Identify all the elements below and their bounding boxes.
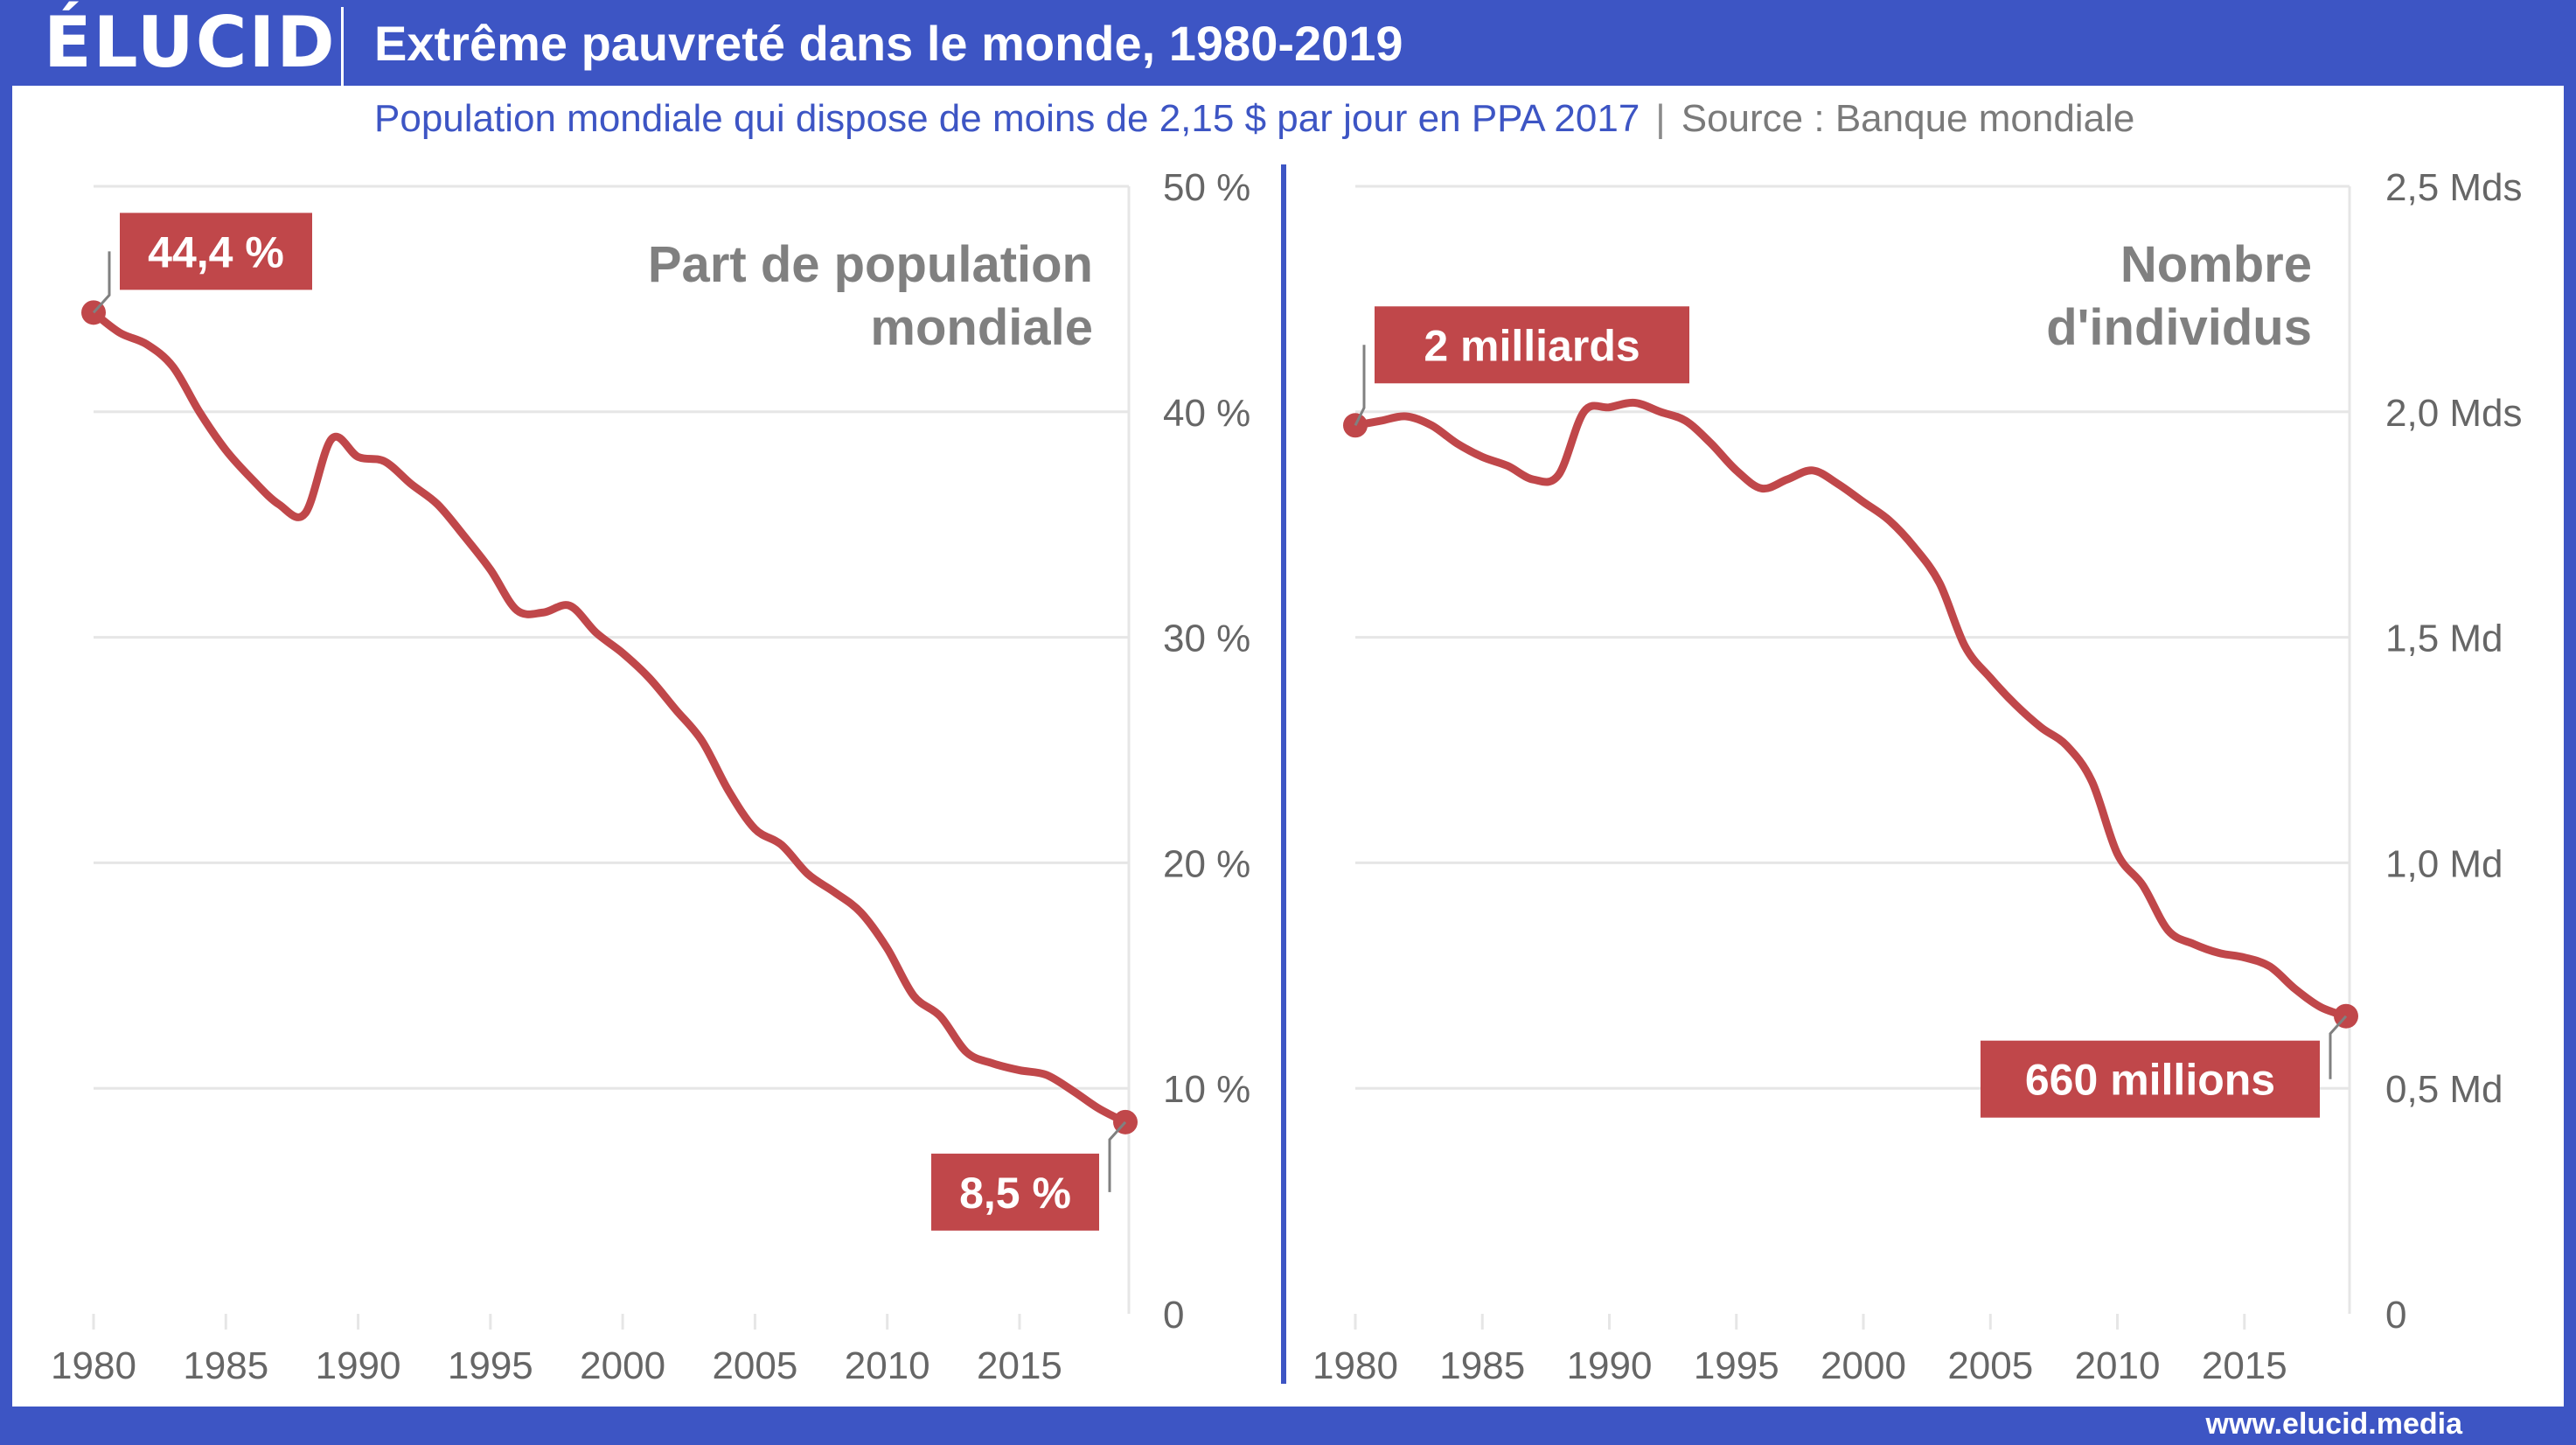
end-callout-box <box>1981 1040 2320 1118</box>
start-callout-leader <box>92 251 111 314</box>
end-callout-leader <box>1108 1120 1127 1192</box>
x-tick-label: 1990 <box>1567 1344 1653 1387</box>
end-callout-box <box>931 1153 1099 1231</box>
subtitle-separator: | <box>1655 97 1666 140</box>
panel-title-line: d'individus <box>2046 299 2312 356</box>
end-callout-leader <box>2329 1015 2348 1079</box>
start-callout-label: 44,4 % <box>148 227 284 276</box>
elucid-logo: ÉLUCID <box>44 2 337 83</box>
y-tick-label: 20 % <box>1163 842 1250 885</box>
footer-bar <box>0 1407 2576 1445</box>
start-callout-label: 2 milliards <box>1424 321 1640 370</box>
x-tick-label: 2005 <box>712 1344 797 1387</box>
header-bar <box>0 0 2576 86</box>
y-tick-label: 0 <box>1163 1294 1184 1337</box>
left-border <box>0 86 12 1407</box>
header-divider <box>341 7 344 86</box>
subtitle-description: Population mondiale qui dispose de moins… <box>374 97 1640 140</box>
x-tick-label: 1985 <box>1439 1344 1525 1387</box>
x-tick-label: 2010 <box>2075 1344 2161 1387</box>
end-callout-label: 660 millions <box>2025 1056 2275 1105</box>
y-tick-label: 1,0 Md <box>2385 842 2503 885</box>
x-tick-label: 1995 <box>1694 1344 1779 1387</box>
x-tick-label: 1980 <box>51 1344 136 1387</box>
panel-title-line: Part de population <box>648 236 1093 293</box>
chart-panel-2: 0 0,5 Md 1,0 Md 1,5 Md 2,0 Mds 2,5 Mds 1980 198… <box>1312 166 2522 1387</box>
series-line <box>89 308 1130 1127</box>
x-tick-label: 2000 <box>1821 1344 1906 1387</box>
y-tick-label: 2,5 Mds <box>2385 166 2523 209</box>
series-line <box>1351 398 2350 1021</box>
y-tick-label: 0,5 Md <box>2385 1068 2503 1111</box>
x-tick-label: 1980 <box>1312 1344 1398 1387</box>
y-tick-label: 50 % <box>1163 166 1250 209</box>
x-tick-label: 1985 <box>183 1344 268 1387</box>
x-tick-label: 2010 <box>845 1344 930 1387</box>
x-tick-label: 2005 <box>1947 1344 2033 1387</box>
y-tick-label: 40 % <box>1163 392 1250 435</box>
panel-title-line: Nombre <box>2120 236 2312 293</box>
x-tick-label: 2015 <box>2202 1344 2287 1387</box>
y-tick-label: 30 % <box>1163 618 1250 660</box>
y-tick-label: 1,5 Md <box>2385 618 2503 660</box>
chart-title: Extrême pauvreté dans le monde, 1980-201… <box>374 16 1403 71</box>
x-tick-label: 2015 <box>977 1344 1062 1387</box>
x-tick-label: 2000 <box>580 1344 665 1387</box>
y-tick-label: 0 <box>2385 1294 2406 1337</box>
source-label: Source : Banque mondiale <box>1681 97 2135 140</box>
panel-title-line: mondiale <box>870 299 1093 356</box>
end-callout-label: 8,5 % <box>959 1169 1071 1218</box>
start-callout-box <box>1375 306 1689 384</box>
y-tick-label: 2,0 Mds <box>2385 392 2523 435</box>
start-callout-leader <box>1354 345 1366 426</box>
chart-panel-1: 0 10 % 20 % 30 % 40 % 50 % 1980 1985 1990 1995 200… <box>51 166 1250 1387</box>
y-tick-label: 10 % <box>1163 1068 1250 1111</box>
x-tick-label: 1995 <box>448 1344 533 1387</box>
start-callout-box <box>120 213 312 290</box>
right-border <box>2564 86 2576 1407</box>
footer-url[interactable]: www.elucid.media <box>2205 1407 2462 1441</box>
chart-subtitle: Population mondiale qui dispose de moins… <box>374 91 2134 147</box>
x-tick-label: 1990 <box>316 1344 401 1387</box>
